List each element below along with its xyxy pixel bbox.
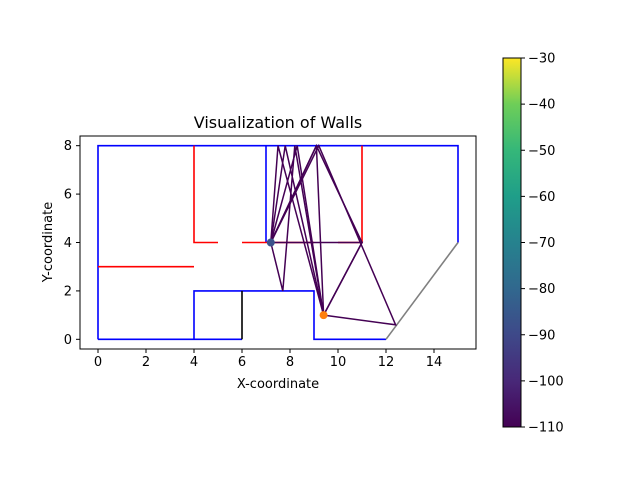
x-tick-label: 10 — [330, 355, 347, 370]
colorbar-tick-label: −70 — [528, 236, 555, 251]
colorbar-tick-label: −40 — [528, 98, 555, 113]
x-tick-label: 0 — [94, 355, 102, 370]
wall-7 — [193, 145, 218, 244]
colorbar-tick-label: −80 — [528, 282, 555, 297]
wall-5 — [385, 242, 459, 340]
ray-path-7 — [270, 241, 364, 316]
x-tick-label: 2 — [142, 355, 150, 370]
x-tick-label: 8 — [286, 355, 294, 370]
x-tick-label: 6 — [238, 355, 246, 370]
y-axis-label: Y-coordinate — [41, 202, 56, 283]
receiver-point — [319, 311, 328, 320]
x-tick-label: 14 — [426, 355, 443, 370]
ray-path-2 — [270, 145, 325, 316]
y-tick-label: 8 — [64, 139, 72, 154]
points-layer — [266, 238, 328, 320]
y-tick-label: 6 — [64, 188, 72, 203]
colorbar-tick-label: −50 — [528, 144, 555, 159]
colorbar-tick-label: −30 — [528, 52, 555, 67]
x-axis-label: X-coordinate — [237, 377, 319, 392]
y-axis: 0 2 4 6 8 — [64, 139, 80, 348]
ray-path-6 — [270, 143, 397, 326]
colorbar-tick-label: −100 — [528, 374, 564, 389]
x-axis: 0 2 4 6 8 10 12 14 — [94, 349, 442, 370]
wall-9 — [338, 145, 363, 244]
transmitter-point — [266, 238, 275, 247]
colorbar-ticks: −110 −100 −90 −80 −70 −60 −50 −40 −30 — [521, 52, 564, 436]
chart-title: Visualization of Walls — [194, 113, 362, 132]
y-tick-label: 4 — [64, 236, 72, 251]
colorbar-tick-label: −90 — [528, 328, 555, 343]
ray-path-4 — [270, 145, 325, 316]
colorbar — [502, 57, 522, 428]
y-tick-label: 0 — [64, 333, 72, 348]
colorbar-tick-label: −110 — [528, 421, 564, 436]
ray-path-1 — [270, 145, 325, 316]
x-tick-label: 12 — [378, 355, 395, 370]
y-tick-label: 2 — [64, 284, 72, 299]
ray-path-0 — [270, 145, 325, 316]
ray-path-3 — [270, 145, 325, 316]
colorbar-tick-label: −60 — [528, 190, 555, 205]
x-tick-label: 4 — [190, 355, 198, 370]
rays-layer — [270, 143, 397, 326]
wall-2 — [193, 290, 386, 341]
